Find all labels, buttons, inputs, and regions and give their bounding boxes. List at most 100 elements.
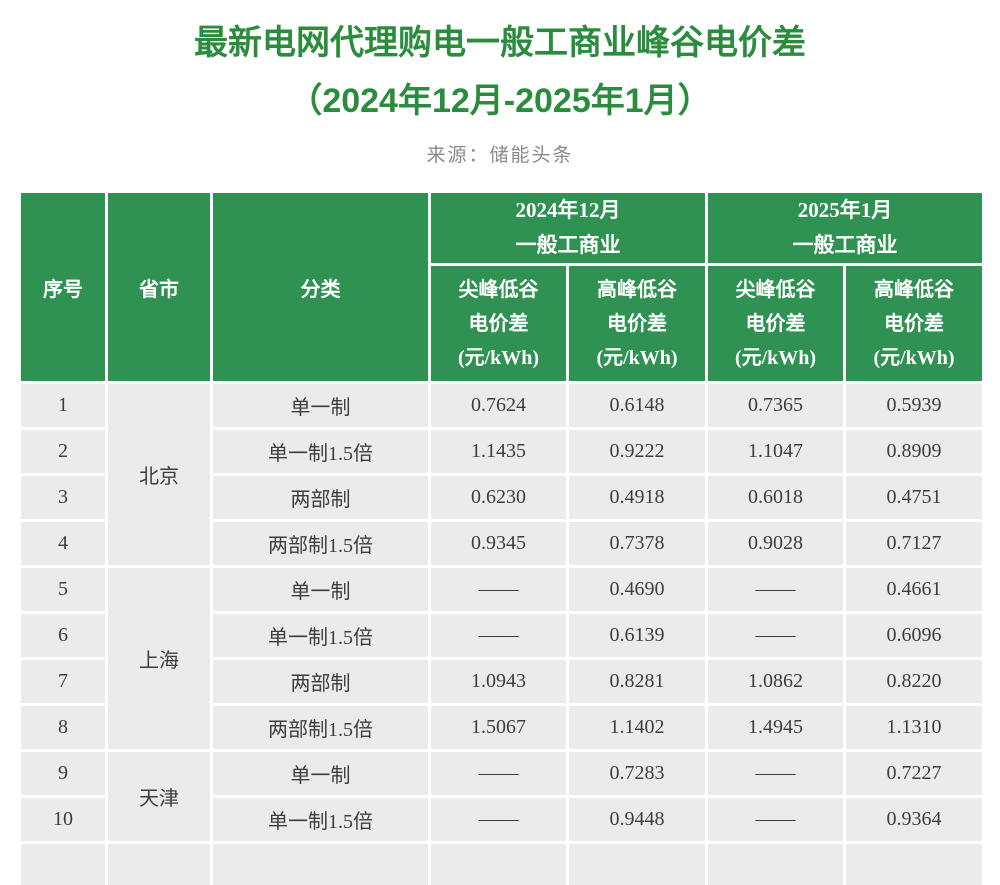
value-cell: 0.6096 <box>843 611 985 660</box>
value-cell: 0.9222 <box>566 427 708 476</box>
sub-label-line: 尖峰低谷 <box>458 278 539 301</box>
value-cell: 0.9364 <box>843 795 985 844</box>
value-cell: 0.7127 <box>843 519 985 568</box>
value-cell: 1.1047 <box>705 427 846 476</box>
table-row: 6 单一制1.5倍 —— 0.6139 —— 0.6096 <box>18 611 985 660</box>
value-cell <box>566 841 708 885</box>
value-cell: —— <box>428 795 569 844</box>
title-line-1: 最新电网代理购电一般工商业峰谷电价差 <box>194 24 806 62</box>
category-cell: 单一制1.5倍 <box>210 795 431 844</box>
header-row-sub: 尖峰低谷 电价差 (元/kWh) 高峰低谷 电价差 (元/kWh) 尖峰低谷 电… <box>20 263 985 384</box>
value-cell: 0.9345 <box>428 519 569 568</box>
seq-cell: 1 <box>18 381 108 430</box>
seq-cell: 10 <box>18 795 108 844</box>
category-cell: 单一制 <box>210 381 431 430</box>
group-sector-label: 一般工商业 <box>515 233 621 257</box>
header-region: 省市 <box>105 190 213 384</box>
group-sector-label: 一般工商业 <box>792 233 898 257</box>
seq-cell: 8 <box>18 703 108 752</box>
value-cell: 0.7227 <box>843 749 985 798</box>
sub-label-line: 高峰低谷 <box>874 278 954 301</box>
value-cell: —— <box>428 611 569 660</box>
category-cell: 两部制 <box>210 657 431 706</box>
header-group-dec2024: 2024年12月 一般工商业 <box>428 190 708 266</box>
region-cell: 北京 <box>105 381 213 568</box>
source-line: 来源：储能头条 <box>426 145 574 166</box>
value-cell: 1.1402 <box>566 703 708 752</box>
region-cell: 上海 <box>105 565 213 752</box>
title-line-2: （2024年12月-2025年1月） <box>288 82 712 120</box>
seq-cell: 6 <box>18 611 108 660</box>
sub-label-line: 电价差 <box>607 312 667 335</box>
value-cell: 0.4751 <box>843 473 985 522</box>
table-header: 序号 省市 分类 2024年12月 一般工商业 2025年1月 一般工商业 尖峰… <box>18 190 985 384</box>
table-row: 5 上海 单一制 —— 0.4690 —— 0.4661 <box>18 565 985 752</box>
table-body: 1 北京 单一制 0.7624 0.6148 0.7365 0.5939 2 单一制1.5倍 1.… <box>18 381 985 885</box>
sub-unit-line: (元/kWh) <box>457 346 540 369</box>
value-cell: 1.1435 <box>428 427 569 476</box>
category-cell: 两部制1.5倍 <box>210 703 431 752</box>
value-cell: 0.8281 <box>566 657 708 706</box>
table-row <box>18 841 985 885</box>
value-cell: —— <box>705 565 846 614</box>
sub-unit-line: (元/kWh) <box>596 346 678 369</box>
category-cell: 两部制1.5倍 <box>210 519 431 568</box>
category-cell: 单一制 <box>210 749 431 798</box>
value-cell: 0.8909 <box>843 427 985 476</box>
sub-label-line: 电价差 <box>884 312 944 335</box>
seq-cell: 7 <box>18 657 108 706</box>
value-cell: 0.7365 <box>705 381 846 430</box>
sub-unit-line: (元/kWh) <box>734 346 817 369</box>
sub-label-line: 电价差 <box>468 312 529 335</box>
sub-unit-line: (元/kWh) <box>873 346 955 369</box>
sub-label-line: 电价差 <box>745 312 806 335</box>
value-cell: 1.1310 <box>843 703 985 752</box>
header-row-groups: 序号 省市 分类 2024年12月 一般工商业 2025年1月 一般工商业 <box>18 190 985 384</box>
value-cell: —— <box>705 795 846 844</box>
value-cell: 0.6230 <box>428 473 569 522</box>
seq-cell: 4 <box>18 519 108 568</box>
value-cell: 0.7378 <box>566 519 708 568</box>
category-cell <box>210 841 431 885</box>
table-row: 8 两部制1.5倍 1.5067 1.1402 1.4945 1.1310 <box>18 703 985 752</box>
header-sub-peak-jan2025: 高峰低谷 电价差 (元/kWh) <box>843 263 985 384</box>
value-cell: —— <box>705 749 846 798</box>
region-cell: 天津 <box>105 749 213 844</box>
table-row: 10 单一制1.5倍 —— 0.9448 —— 0.9364 <box>18 795 985 844</box>
value-cell: 1.0862 <box>705 657 846 706</box>
value-cell: 0.5939 <box>843 381 985 430</box>
value-cell: 0.7624 <box>428 381 569 430</box>
category-cell: 单一制1.5倍 <box>210 611 431 660</box>
value-cell: 0.8220 <box>843 657 985 706</box>
table-row: 1 北京 单一制 0.7624 0.6148 0.7365 0.5939 <box>18 381 985 568</box>
value-cell: 0.7283 <box>566 749 708 798</box>
seq-cell: 3 <box>18 473 108 522</box>
value-cell: 0.4918 <box>566 473 708 522</box>
header-sub-peak-dec2024: 高峰低谷 电价差 (元/kWh) <box>566 263 708 384</box>
value-cell: 0.9028 <box>705 519 846 568</box>
category-cell: 单一制 <box>210 565 431 614</box>
header-category: 分类 <box>210 190 431 384</box>
table-row: 7 两部制 1.0943 0.8281 1.0862 0.8220 <box>18 657 985 706</box>
value-cell: 0.6139 <box>566 611 708 660</box>
value-cell <box>428 841 569 885</box>
value-cell: 0.6148 <box>566 381 708 430</box>
value-cell: 1.5067 <box>428 703 569 752</box>
group-month-label: 2025年1月 <box>797 198 893 222</box>
value-cell: —— <box>705 611 846 660</box>
seq-cell: 5 <box>18 565 108 614</box>
value-cell: 0.4690 <box>566 565 708 614</box>
value-cell: 0.6018 <box>705 473 846 522</box>
header-group-jan2025: 2025年1月 一般工商业 <box>705 190 985 266</box>
value-cell: 1.0943 <box>428 657 569 706</box>
table-row: 3 两部制 0.6230 0.4918 0.6018 0.4751 <box>18 473 985 522</box>
sub-label-line: 尖峰低谷 <box>735 278 816 301</box>
region-cell <box>105 841 213 885</box>
page-title: 最新电网代理购电一般工商业峰谷电价差 （2024年12月-2025年1月） <box>0 0 1000 130</box>
value-cell: —— <box>428 565 569 614</box>
header-seq: 序号 <box>18 190 108 384</box>
price-table: 序号 省市 分类 2024年12月 一般工商业 2025年1月 一般工商业 尖峰… <box>18 190 985 885</box>
table-row: 9 天津 单一制 —— 0.7283 —— 0.7227 <box>18 749 985 844</box>
header-sub-sharp-jan2025: 尖峰低谷 电价差 (元/kWh) <box>705 263 846 384</box>
